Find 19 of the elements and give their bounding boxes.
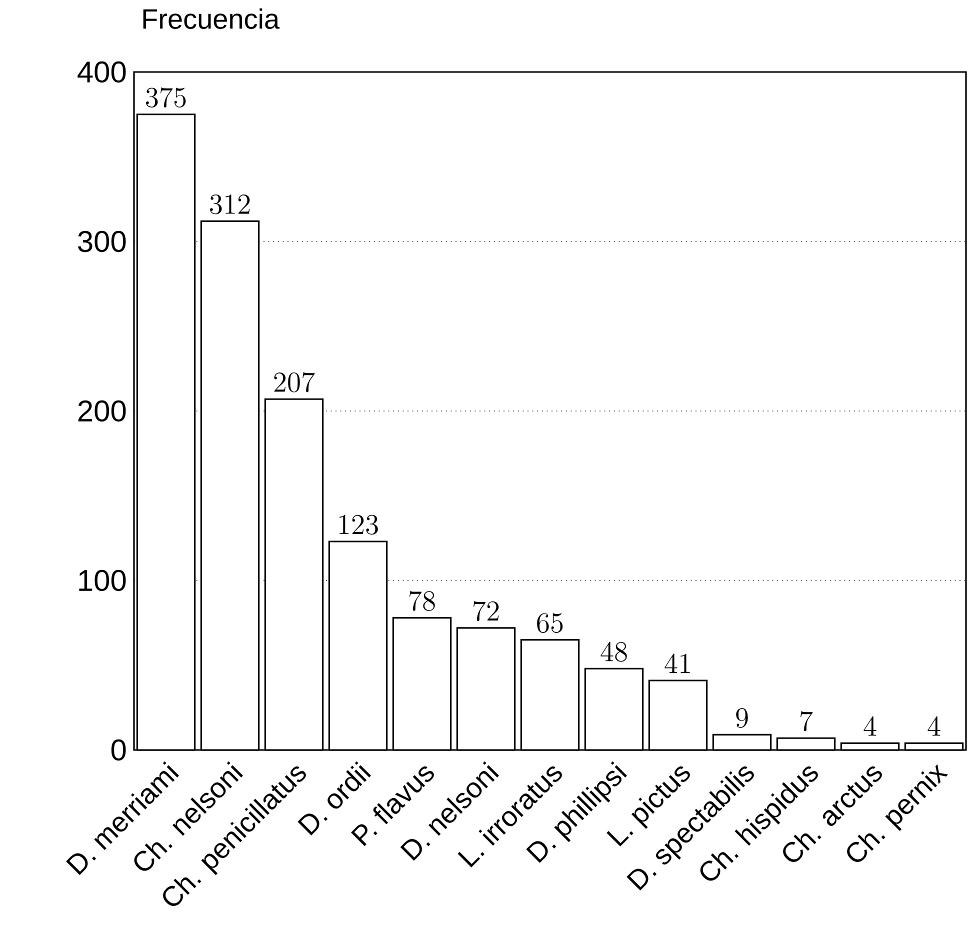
data-label: 41	[664, 654, 690, 674]
y-tick-label: 0	[111, 739, 126, 761]
data-label: 4	[864, 716, 876, 736]
y-tick-label: 200	[78, 400, 126, 422]
y-tick-label: 100	[79, 570, 126, 592]
data-label: 375	[146, 87, 186, 108]
data-label: 9	[736, 708, 748, 728]
y-tick-label: 400	[78, 61, 126, 83]
data-label: 207	[274, 372, 315, 392]
y-axis-title: Frecuencia	[143, 8, 280, 29]
data-label: 48	[600, 642, 627, 662]
data-label: 78	[409, 590, 435, 611]
data-label: 7	[800, 711, 813, 732]
data-label: 65	[537, 613, 563, 633]
y-tick-label: 300	[78, 230, 126, 252]
data-label: 4	[928, 716, 940, 736]
data-label: 123	[339, 514, 378, 535]
data-label: 312	[210, 194, 250, 214]
data-label: 72	[473, 601, 499, 622]
